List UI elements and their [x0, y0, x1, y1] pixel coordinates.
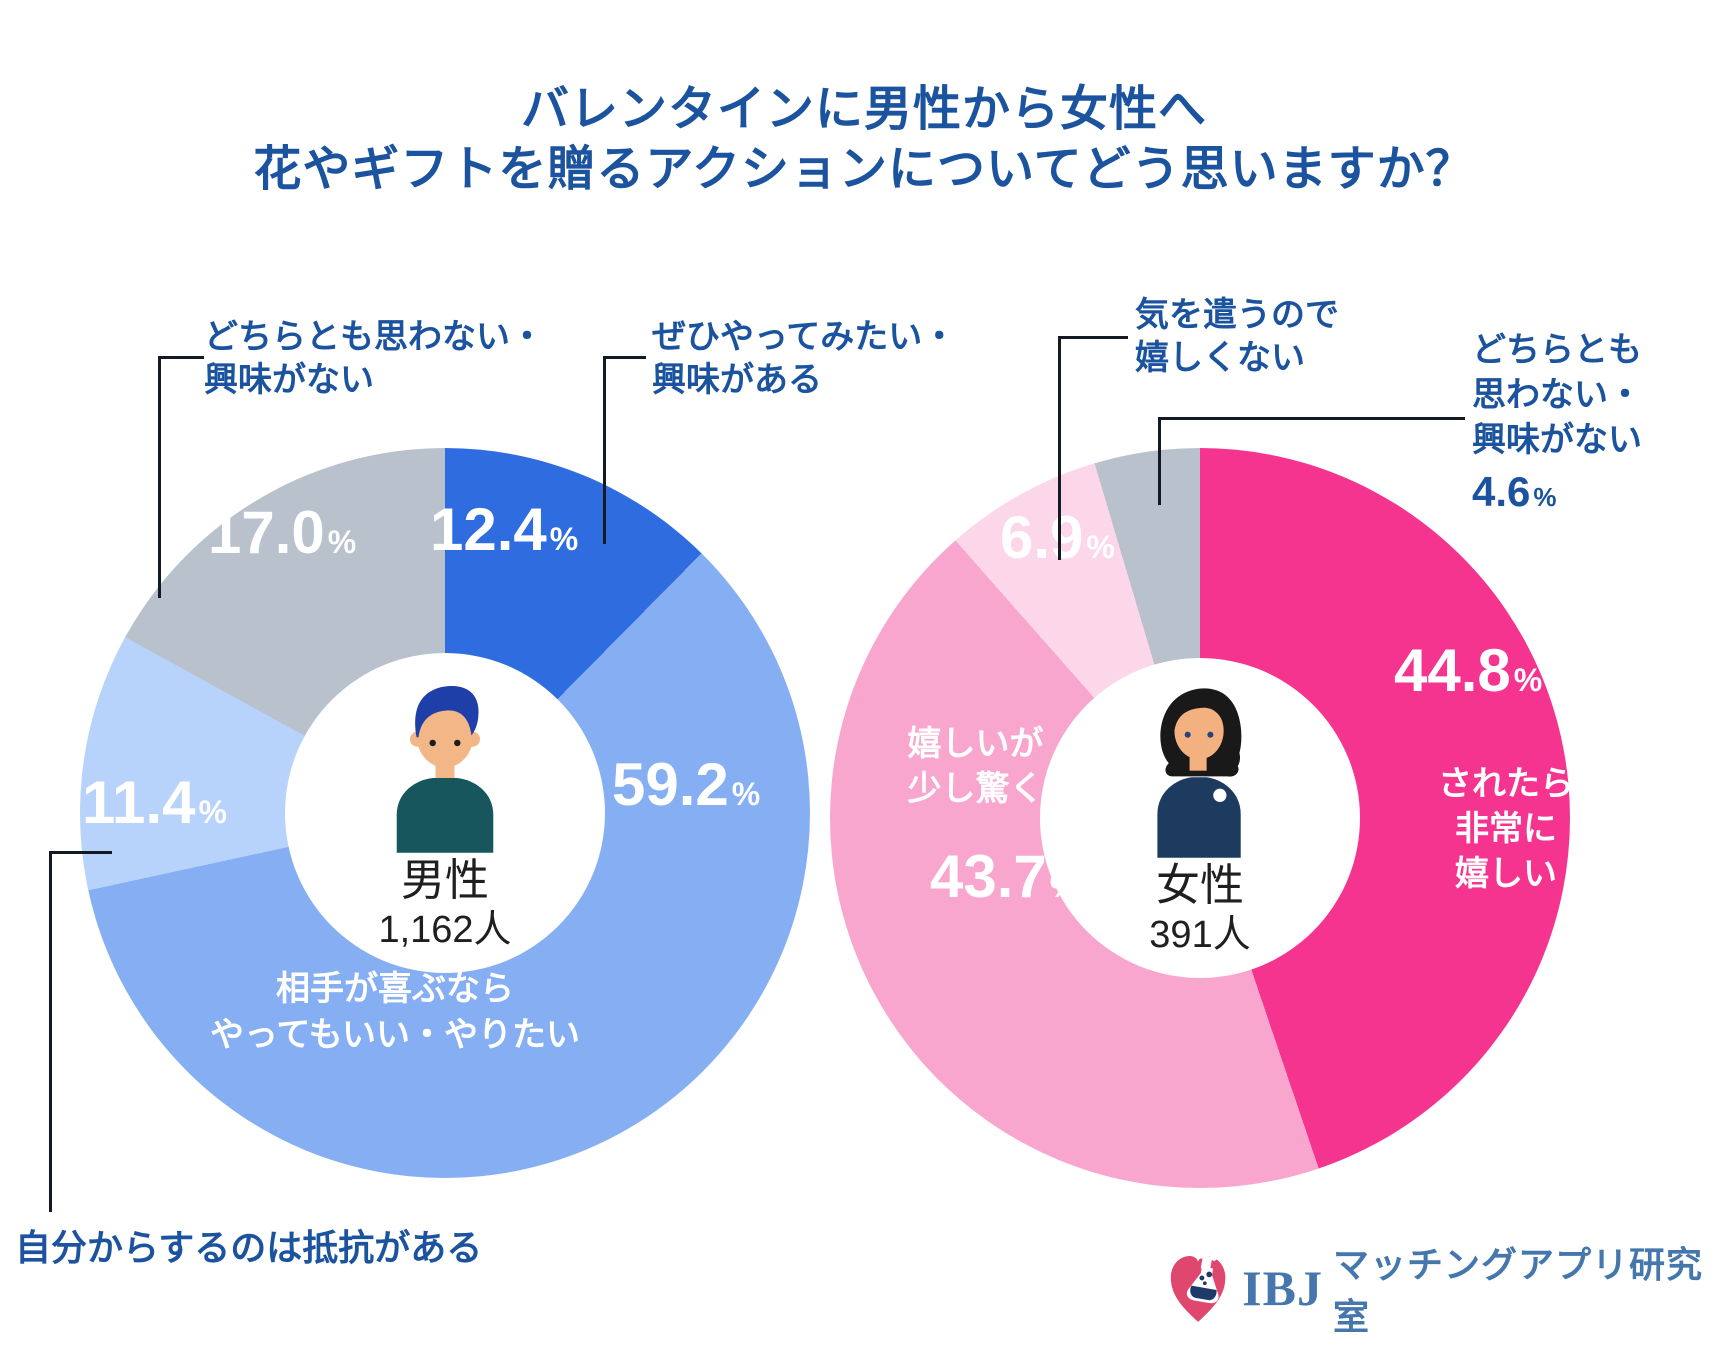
male-center-count: 1,162人: [378, 909, 512, 951]
callout-line-female-nothappy-v: [1058, 336, 1061, 560]
callout-label-female-nothappy: 気を遣うので 嬉しくない: [1135, 296, 1339, 377]
slice-value-male-neutral: 17.0%: [208, 499, 357, 566]
slice-value-female-nothappy: 6.9%: [1000, 504, 1115, 571]
page-title-line1: バレンタインに男性から女性へ: [520, 83, 1207, 136]
donut-chart-male: 男性 1,162人: [80, 448, 810, 1178]
callout-line-male-neutral-v: [158, 356, 161, 598]
donut-chart-female: 女性 391人: [830, 448, 1570, 1188]
callout-line-male-interested-h: [603, 356, 646, 359]
slice-caption-female-surprised: 嬉しいが 少し驚く: [907, 725, 1044, 808]
callout-line-male-interested-v: [603, 356, 606, 544]
callout-label-male-interested: ぜひやってみたい・ 興味がある: [652, 318, 957, 399]
callout-line-male-reluctant-h: [49, 851, 112, 854]
callout-line-female-neutral-v: [1158, 417, 1161, 505]
callout-line-female-nothappy-h: [1058, 336, 1128, 339]
callout-line-male-reluctant-v: [49, 851, 52, 1212]
callout-label-female-neutral: どちらとも 思わない・ 興味がない 4.6%: [1472, 328, 1642, 520]
slice-value-female-neutral: 4.6%: [1472, 468, 1557, 515]
slice-value-female-surprised: 43.7%: [930, 843, 1079, 910]
callout-label-male-neutral: どちらとも思わない・ 興味がない: [204, 318, 544, 399]
female-center-label: 女性: [1156, 861, 1244, 910]
slice-value-male-reluctant: 11.4%: [82, 769, 227, 836]
avatar-man-icon: [396, 685, 494, 853]
slice-caption-female-veryhappy: されたら 非常に 嬉しい: [1438, 765, 1574, 893]
donut-female-center: 女性 391人: [1040, 658, 1360, 978]
brand-name: IBJ: [1242, 1260, 1323, 1316]
donut-male-center: 男性 1,162人: [285, 653, 605, 973]
avatar-woman-icon: [1157, 688, 1242, 858]
brand-suffix: マッチングアプリ研究室: [1332, 1244, 1703, 1337]
slice-caption-male-willing: 相手が喜ぶなら やってもいい・やりたい: [210, 970, 580, 1054]
slice-value-male-interested: 12.4%: [430, 496, 579, 563]
female-center-count: 391人: [1149, 914, 1251, 956]
brand-logo: IBJ マッチングアプリ研究室: [1168, 1236, 1728, 1340]
slice-value-female-veryhappy: 44.8%: [1394, 637, 1543, 704]
page-title-line2: 花やギフトを贈るアクションについてどう思いますか？: [253, 143, 1475, 196]
male-center-label: 男性: [401, 856, 489, 905]
heart-flask-icon: [1170, 1253, 1226, 1322]
page-title: バレンタインに男性から女性へ 花やギフトを贈るアクションについてどう思いますか？: [0, 80, 1728, 200]
callout-line-female-neutral-h: [1158, 417, 1465, 420]
slice-value-male-willing: 59.2%: [612, 751, 761, 818]
callout-label-male-reluctant: 自分からするのは抵抗がある: [15, 1227, 483, 1268]
callout-line-male-neutral-h: [158, 356, 204, 359]
